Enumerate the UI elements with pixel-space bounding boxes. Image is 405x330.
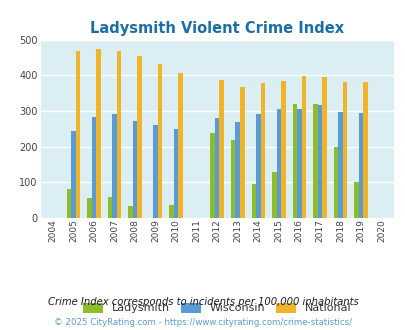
Bar bbox=[137, 56, 141, 218]
Text: © 2025 CityRating.com - https://www.cityrating.com/crime-statistics/: © 2025 CityRating.com - https://www.city… bbox=[54, 318, 351, 327]
Bar bbox=[128, 206, 132, 218]
Title: Ladysmith Violent Crime Index: Ladysmith Violent Crime Index bbox=[90, 21, 343, 36]
Bar bbox=[92, 116, 96, 218]
Bar bbox=[260, 83, 264, 218]
Bar bbox=[158, 64, 162, 218]
Bar bbox=[87, 198, 92, 218]
Bar bbox=[178, 74, 183, 218]
Bar bbox=[173, 129, 178, 218]
Bar bbox=[312, 105, 317, 218]
Bar bbox=[66, 189, 71, 218]
Bar bbox=[219, 80, 224, 218]
Bar bbox=[71, 131, 75, 218]
Bar bbox=[169, 205, 173, 218]
Bar bbox=[214, 118, 219, 218]
Bar bbox=[296, 109, 301, 218]
Bar bbox=[112, 114, 117, 218]
Bar bbox=[342, 82, 346, 218]
Bar bbox=[271, 172, 276, 218]
Bar bbox=[256, 114, 260, 218]
Bar bbox=[153, 125, 158, 218]
Bar bbox=[301, 76, 305, 218]
Bar bbox=[117, 51, 121, 218]
Bar bbox=[321, 77, 326, 218]
Bar bbox=[75, 50, 80, 218]
Bar bbox=[235, 121, 239, 218]
Text: Crime Index corresponds to incidents per 100,000 inhabitants: Crime Index corresponds to incidents per… bbox=[47, 297, 358, 307]
Bar bbox=[337, 112, 342, 218]
Bar bbox=[251, 184, 256, 218]
Bar bbox=[317, 105, 321, 218]
Bar bbox=[292, 105, 296, 218]
Bar bbox=[353, 182, 358, 218]
Bar bbox=[107, 197, 112, 218]
Bar bbox=[276, 109, 280, 218]
Legend: Ladysmith, Wisconsin, National: Ladysmith, Wisconsin, National bbox=[78, 298, 356, 318]
Bar bbox=[280, 81, 285, 218]
Bar bbox=[239, 87, 244, 218]
Bar bbox=[132, 121, 137, 218]
Bar bbox=[333, 147, 337, 218]
Bar bbox=[96, 49, 100, 218]
Bar bbox=[230, 141, 235, 218]
Bar bbox=[210, 133, 214, 218]
Bar bbox=[362, 82, 367, 218]
Bar bbox=[358, 114, 362, 218]
